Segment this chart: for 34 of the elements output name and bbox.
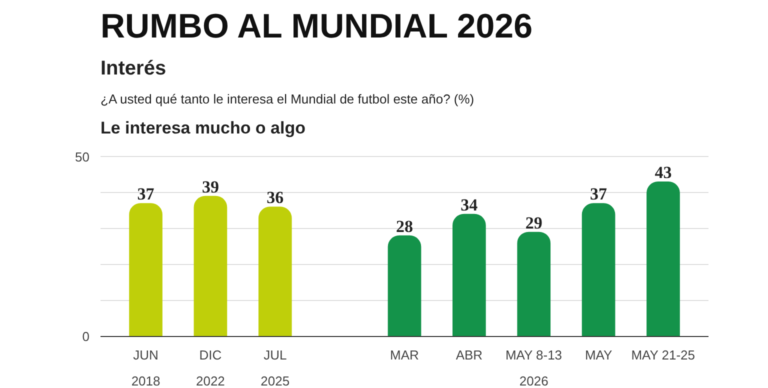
chart-subtitle: Interés — [100, 58, 166, 80]
data-label: 29 — [525, 213, 542, 232]
x-tick-label: JUL — [264, 348, 287, 362]
data-label: 28 — [396, 216, 413, 236]
data-label: 34 — [460, 195, 478, 214]
y-tick-label: 50 — [75, 149, 90, 164]
x-tick-label: DIC — [199, 348, 222, 362]
x-tick-label: MAY 8-13 — [505, 348, 562, 362]
text: Le interesa mucho o algo — [100, 118, 306, 138]
y-tick-label: 0 — [82, 329, 90, 344]
bar — [129, 203, 162, 336]
text: 2025 — [260, 374, 290, 388]
bar — [452, 214, 486, 336]
x-tick-label: JUN — [133, 348, 158, 362]
data-label: 37 — [590, 184, 608, 204]
text: ¿A usted qué tanto le interesa el Mundial de futbol este año? (%) — [100, 92, 474, 106]
data-label: 36 — [266, 188, 284, 208]
x-tick-label: MAR — [390, 348, 419, 362]
text: 2018 — [131, 374, 160, 388]
text: 2026 — [519, 374, 548, 388]
data-label: 39 — [202, 177, 219, 196]
bar — [582, 203, 616, 336]
bar — [517, 232, 551, 336]
chart-title: RUMBO AL MUNDIAL 2026 — [100, 8, 532, 46]
bar — [646, 182, 680, 336]
bar — [258, 206, 292, 336]
data-label: 37 — [137, 184, 155, 204]
x-tick-label: ABR — [456, 348, 483, 362]
data-label: 43 — [654, 163, 672, 182]
bar — [388, 235, 422, 336]
x-tick-label: MAY 21-25 — [631, 348, 696, 362]
text: 2022 — [196, 374, 225, 388]
bar — [194, 196, 228, 336]
x-tick-label: MAY — [584, 348, 612, 362]
